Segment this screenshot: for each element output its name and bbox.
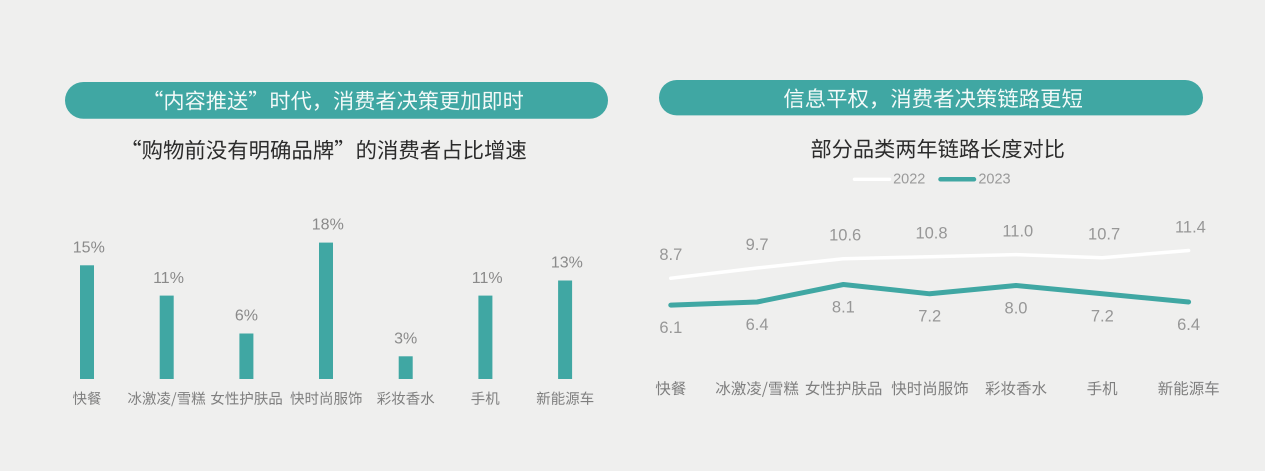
svg-text:6%: 6% [235, 308, 258, 325]
svg-text:11.4: 11.4 [1175, 218, 1206, 236]
svg-text:2022: 2022 [893, 171, 925, 187]
svg-text:8.7: 8.7 [659, 246, 682, 264]
svg-text:10.8: 10.8 [915, 225, 947, 243]
svg-text:8.1: 8.1 [832, 298, 855, 316]
svg-text:10.7: 10.7 [1088, 226, 1120, 244]
svg-text:11.0: 11.0 [1002, 222, 1033, 240]
svg-text:3%: 3% [394, 330, 417, 347]
svg-text:2023: 2023 [978, 171, 1010, 187]
svg-text:8.0: 8.0 [1005, 299, 1028, 317]
svg-text:11%: 11% [153, 270, 184, 287]
svg-text:11%: 11% [472, 270, 503, 287]
svg-text:18%: 18% [312, 217, 344, 234]
svg-text:6.1: 6.1 [659, 319, 682, 337]
svg-text:7.2: 7.2 [918, 308, 941, 326]
svg-text:6.4: 6.4 [746, 316, 769, 334]
svg-text:15%: 15% [73, 240, 105, 257]
svg-text:6.4: 6.4 [1177, 316, 1200, 334]
svg-text:13%: 13% [551, 255, 583, 272]
svg-text:10.6: 10.6 [829, 227, 861, 245]
svg-text:9.7: 9.7 [746, 236, 769, 254]
svg-text:7.2: 7.2 [1091, 308, 1114, 326]
